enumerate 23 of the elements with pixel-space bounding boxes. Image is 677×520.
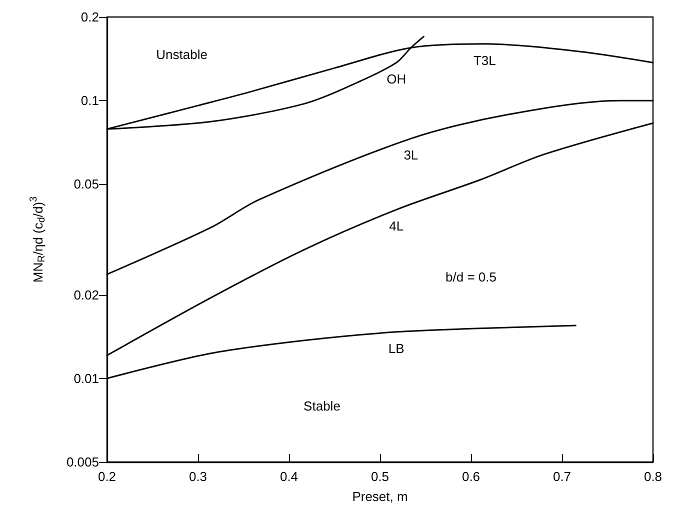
x-tick-label: 0.7 (552, 469, 572, 484)
y-tick-label: 0.2 (80, 10, 99, 24)
y-axis-title: MNR/ηd (cd/d)3 (28, 196, 48, 283)
series-label: OH (386, 72, 406, 87)
series-label: 4L (389, 218, 404, 234)
x-tick-label: 0.4 (280, 469, 298, 484)
x-tick-label: 0.2 (98, 469, 116, 484)
y-tick-label: 0.02 (74, 287, 99, 302)
x-tick-label: 0.8 (644, 469, 662, 484)
y-tick-label: 0.05 (74, 176, 99, 192)
x-tick-label: 0.5 (370, 469, 390, 484)
annotation: Stable (304, 398, 340, 414)
x-axis-title: Preset, m (352, 489, 408, 504)
x-tick-label: 0.6 (462, 469, 480, 484)
y-tick-label: 0.01 (74, 370, 99, 386)
annotation: b/d = 0.5 (446, 270, 496, 285)
y-tick-label: 0.1 (80, 93, 99, 108)
y-tick-label: 0.005 (66, 454, 99, 470)
annotation: Unstable (156, 47, 208, 62)
x-tick-label: 0.3 (188, 469, 208, 484)
series-label: T3L (473, 52, 496, 68)
series-label: LB (388, 340, 404, 356)
series-label: 3L (404, 148, 418, 163)
